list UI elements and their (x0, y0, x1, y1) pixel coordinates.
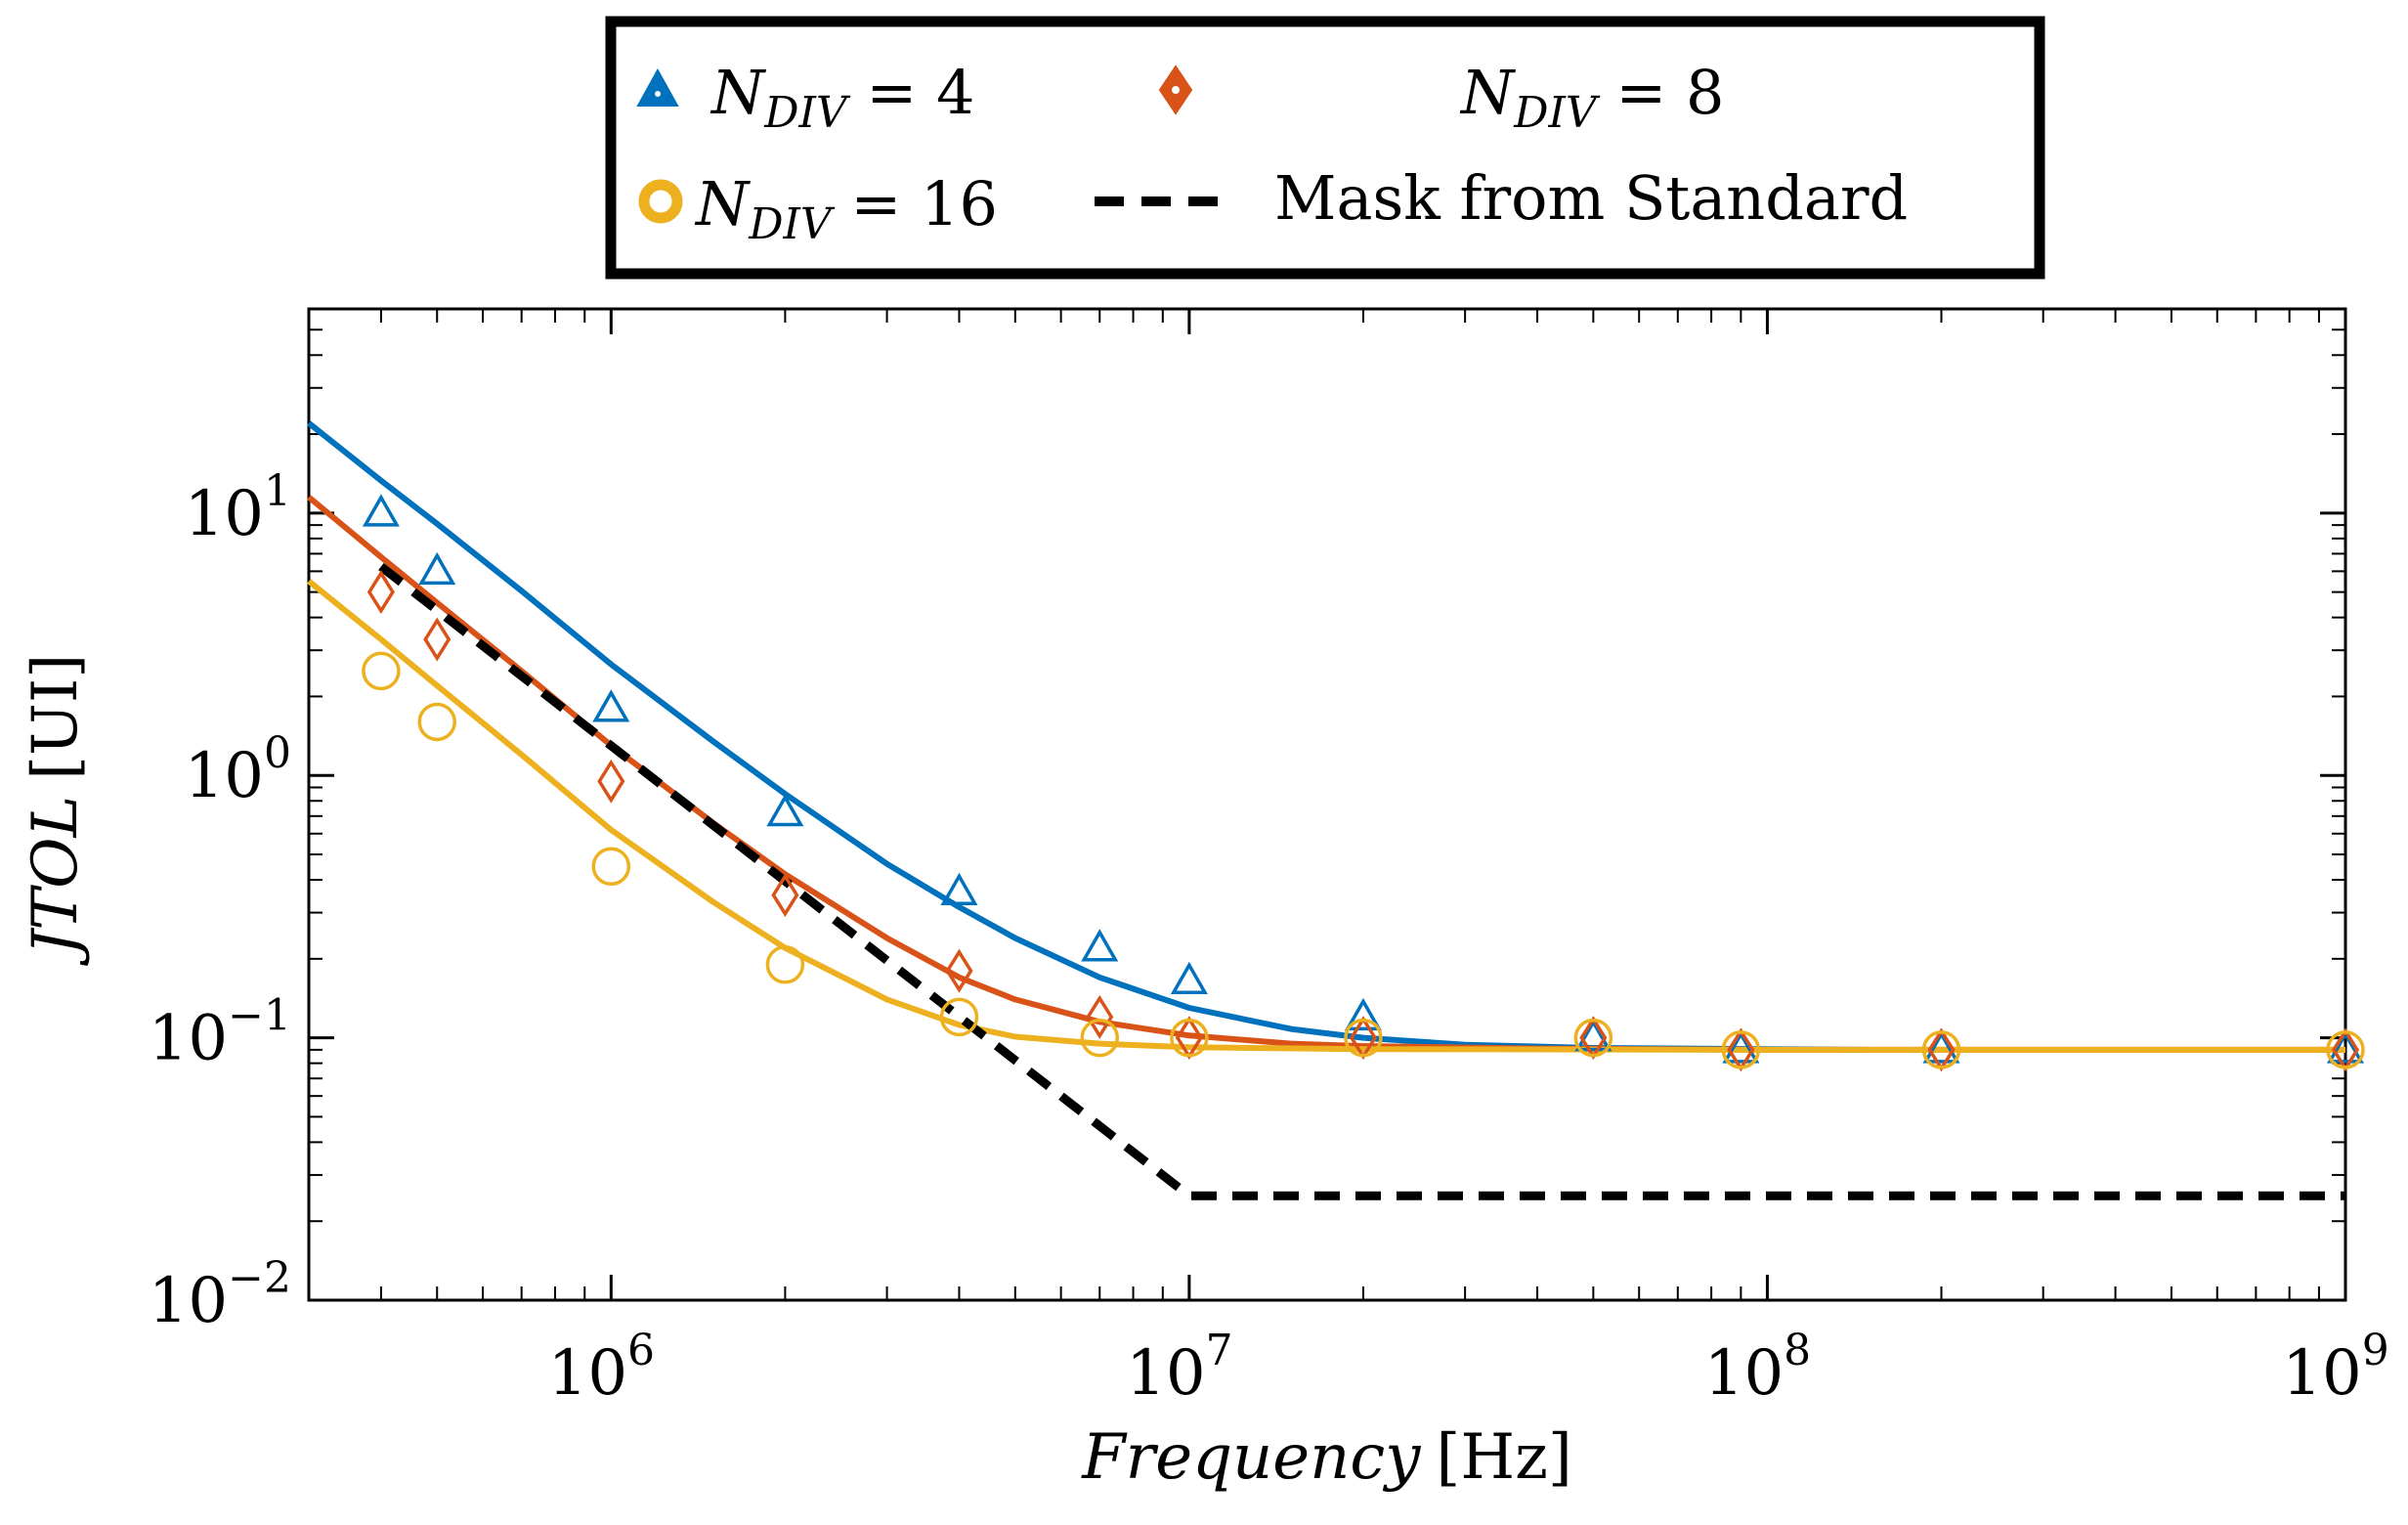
legend-label-subscript: DIV (748, 199, 836, 249)
legend-label-subscript: DIV (1513, 88, 1601, 138)
y-tick-label: 100 (185, 728, 291, 812)
x-tick-labels: 106 107 108 109 (548, 1326, 2389, 1410)
legend-label-n-div-8: NDIV = 8 (1459, 57, 1725, 138)
fit-curve-n-div-4 (307, 420, 1870, 1053)
data-point-n-div-16 (1344, 1018, 1383, 1058)
x-tick-label-base: 10 (1126, 1337, 1205, 1410)
data-point-n-div-4 (418, 551, 456, 586)
y-tick-label-exponent: 0 (264, 728, 291, 778)
x-tick-label-exponent: 6 (627, 1326, 655, 1375)
data-point-n-div-8 (366, 570, 395, 615)
legend-marker-n-div-16 (638, 179, 683, 224)
data-point-n-div-4 (592, 689, 630, 722)
data-markers (362, 494, 2365, 1072)
data-point-n-div-8 (1086, 994, 1114, 1039)
y-tick-label-exponent: −2 (228, 1253, 291, 1303)
data-point-n-div-4 (766, 793, 804, 827)
data-point-n-div-4 (940, 872, 978, 906)
data-point-n-div-16 (417, 702, 456, 742)
data-point-n-div-4 (2326, 1030, 2365, 1064)
data-point-n-div-16 (2326, 1030, 2365, 1069)
x-tick-label-exponent: 7 (1206, 1326, 1233, 1375)
y-tick-label-base: 10 (185, 478, 264, 550)
data-point-n-div-4 (362, 494, 400, 527)
data-point-n-div-16 (1170, 1018, 1209, 1058)
data-point-n-div-16 (591, 847, 631, 887)
x-axis-label-variable: Frequency (1081, 1421, 1421, 1494)
fit-curve-n-div-8 (307, 495, 2345, 1053)
data-point-n-div-8 (945, 948, 973, 993)
x-tick-label: 107 (1126, 1326, 1232, 1410)
legend-marker-dot-n-div-4 (655, 91, 661, 97)
y-tick-label: 10−2 (149, 1253, 291, 1337)
data-point-n-div-4 (1170, 961, 1208, 994)
legend-label-mask-from-standard: Mask from Standard (1274, 162, 1908, 234)
x-axis-label-unit: [Hz] (1436, 1421, 1571, 1494)
x-tick-label-base: 10 (1704, 1337, 1784, 1410)
data-point-n-div-4 (1574, 1019, 1612, 1052)
data-point-n-div-16 (362, 651, 401, 691)
legend-label-subscript: DIV (763, 88, 851, 138)
data-point-n-div-16 (939, 997, 979, 1037)
major-ticks (309, 309, 2347, 1302)
legend-marker-dot-n-div-8 (1172, 86, 1180, 94)
y-axis-label-variable: JTOL (20, 796, 92, 966)
legend-marker-n-div-4 (636, 67, 679, 107)
data-point-n-div-16 (765, 945, 805, 984)
data-point-n-div-4 (1081, 929, 1119, 962)
y-tick-label-base: 10 (149, 1003, 228, 1075)
data-point-n-div-16 (1721, 1030, 1761, 1069)
series-line-mask-from-standard (378, 563, 2345, 1200)
x-tick-label-base: 10 (2282, 1337, 2361, 1410)
legend-label-n-div-4: NDIV = 4 (710, 57, 975, 138)
y-tick-label-exponent: −1 (228, 991, 291, 1041)
minor-ticks (308, 308, 2345, 1300)
legend-label-value: = 16 (832, 168, 998, 240)
legend-label-symbol: N (1459, 57, 1517, 128)
fit-curves (307, 420, 2345, 1200)
x-tick-label: 109 (2282, 1326, 2388, 1410)
plot-frame (307, 307, 2347, 1302)
data-point-n-div-4 (1722, 1030, 1760, 1064)
fit-curve-n-div-16 (307, 579, 2345, 1053)
x-tick-label-base: 10 (548, 1337, 627, 1410)
x-tick-label-exponent: 9 (2362, 1326, 2389, 1375)
data-point-n-div-8 (771, 873, 799, 918)
data-point-n-div-16 (1921, 1030, 1961, 1069)
x-axis-label: Frequency [Hz] (1081, 1421, 1572, 1494)
y-tick-label-base: 10 (149, 1265, 228, 1337)
data-point-n-div-8 (597, 759, 625, 804)
data-point-n-div-16 (1573, 1018, 1613, 1058)
data-point-n-div-4 (1344, 997, 1382, 1031)
x-tick-label: 108 (1704, 1326, 1811, 1410)
y-tick-label: 101 (185, 466, 291, 550)
legend-frame (605, 16, 2045, 280)
legend-label-symbol: N (694, 168, 752, 240)
x-tick-label-exponent: 8 (1784, 1326, 1811, 1375)
data-point-n-div-8 (423, 617, 452, 662)
legend-label-value: = 4 (847, 57, 975, 128)
data-point-n-div-4 (1922, 1030, 1960, 1064)
data-point-n-div-16 (1080, 1018, 1119, 1058)
legend-label-value: = 8 (1597, 57, 1725, 128)
y-tick-label-exponent: 1 (264, 466, 291, 516)
y-axis-label-unit: [UI] (20, 654, 92, 780)
y-tick-label-base: 10 (185, 740, 264, 812)
x-tick-label: 106 (548, 1326, 655, 1410)
legend-label-n-div-16: NDIV = 16 (694, 168, 998, 249)
legend-label-symbol: N (710, 57, 767, 128)
y-tick-label: 10−1 (149, 991, 291, 1075)
plot-area (307, 307, 2365, 1302)
y-axis-label: JTOL [UI] (20, 654, 92, 966)
